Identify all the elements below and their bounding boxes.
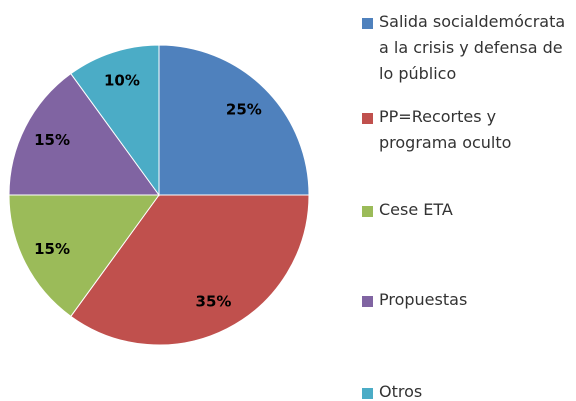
slice-label: 15% [34, 240, 70, 258]
legend-label: Salida socialdemócrata a la crisis y def… [379, 12, 566, 83]
legend-swatch [362, 296, 373, 307]
legend-label: PP=Recortes y programa oculto [379, 107, 512, 152]
slice-label: 25% [226, 101, 262, 119]
legend-swatch [362, 18, 373, 29]
pie-slice [8, 194, 160, 318]
pie-slice [70, 194, 310, 346]
slice-label: 35% [196, 292, 232, 310]
legend-swatch [362, 388, 373, 399]
legend-item: PP=Recortes y programa oculto [362, 107, 572, 156]
legend-item: Otros [362, 382, 572, 401]
pie-slice [8, 72, 160, 196]
legend-label: Cese ETA [379, 200, 453, 219]
legend-label: Otros [379, 382, 423, 401]
pie-slice [158, 44, 310, 196]
slice-label: 10% [104, 71, 140, 89]
pie-slice [70, 44, 160, 197]
legend-swatch [362, 113, 373, 124]
legend-item: Salida socialdemócrata a la crisis y def… [362, 12, 572, 87]
legend-swatch [362, 206, 373, 217]
legend-item: Cese ETA [362, 200, 572, 223]
slice-label: 15% [34, 131, 70, 149]
legend-item: Propuestas [362, 290, 572, 313]
legend-label: Propuestas [379, 290, 468, 309]
